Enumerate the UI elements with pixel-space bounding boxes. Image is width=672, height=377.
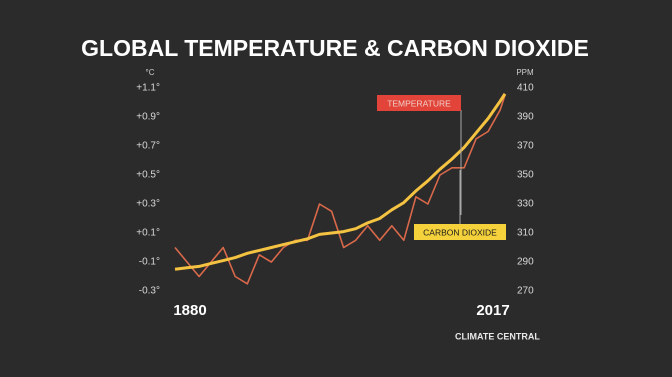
legend-box: [414, 224, 506, 240]
y2-tick-label: 310: [517, 228, 534, 239]
legend-box: [377, 95, 461, 111]
y-tick-label: +0.3°: [136, 199, 160, 210]
x-tick-label: 1880: [173, 302, 206, 319]
y-tick-label: +0.9°: [136, 112, 160, 123]
y2-tick-label: 410: [517, 83, 534, 94]
x-tick-label: 2017: [476, 302, 509, 319]
y-unit: °C: [146, 68, 155, 77]
y-tick-label: +0.7°: [136, 141, 160, 152]
legend-label: TEMPERATURE: [387, 98, 451, 108]
y2-tick-label: 330: [517, 199, 534, 210]
y2-tick-label: 390: [517, 112, 534, 123]
y-tick-label: +0.5°: [136, 170, 160, 181]
series-line: [174, 92, 507, 271]
y2-tick-label: 290: [517, 257, 534, 268]
y2-tick-label: 350: [517, 170, 534, 181]
chart-title: GLOBAL TEMPERATURE & CARBON DIOXIDE: [81, 35, 589, 61]
series-line: [174, 95, 506, 285]
y-tick-label: +0.1°: [136, 228, 160, 239]
y-tick-label: +1.1°: [136, 83, 160, 94]
brand: CLIMATE CENTRAL: [455, 331, 540, 341]
y-tick-label: -0.1°: [139, 257, 160, 268]
y2-tick-label: 270: [517, 286, 534, 297]
y2-tick-label: 370: [517, 141, 534, 152]
legend-label: CARBON DIOXIDE: [423, 227, 497, 237]
y2-unit: PPM: [516, 68, 534, 77]
y-tick-label: -0.3°: [139, 286, 160, 297]
